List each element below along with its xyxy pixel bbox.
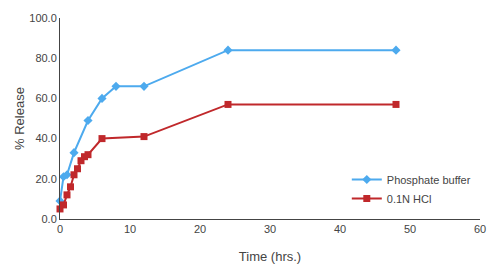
svg-text:Phosphate buffer: Phosphate buffer	[387, 174, 471, 186]
svg-text:0.0: 0.0	[42, 213, 57, 225]
svg-text:0.1N HCl: 0.1N HCl	[387, 193, 432, 205]
svg-text:20: 20	[194, 223, 206, 235]
svg-text:20.0: 20.0	[35, 173, 56, 185]
svg-text:10: 10	[124, 223, 136, 235]
svg-text:40.0: 40.0	[35, 132, 56, 144]
svg-text:50: 50	[404, 223, 416, 235]
svg-text:60: 60	[474, 223, 486, 235]
svg-text:% Release: % Release	[12, 87, 27, 150]
svg-text:100.0: 100.0	[29, 12, 57, 24]
svg-text:0: 0	[57, 223, 63, 235]
svg-text:80.0: 80.0	[35, 52, 56, 64]
svg-text:40: 40	[334, 223, 346, 235]
svg-text:Time (hrs.): Time (hrs.)	[239, 249, 301, 264]
svg-text:60.0: 60.0	[35, 92, 56, 104]
svg-text:30: 30	[264, 223, 276, 235]
